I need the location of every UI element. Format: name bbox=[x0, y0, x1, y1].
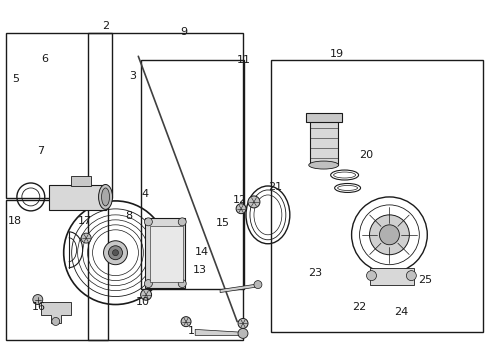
Circle shape bbox=[369, 215, 408, 255]
Text: 22: 22 bbox=[351, 302, 366, 312]
Circle shape bbox=[178, 280, 186, 288]
Bar bbox=[6, 200, 108, 339]
Text: 17: 17 bbox=[78, 216, 92, 226]
Circle shape bbox=[238, 328, 247, 338]
Polygon shape bbox=[369, 268, 413, 285]
Circle shape bbox=[141, 289, 151, 300]
Circle shape bbox=[81, 233, 91, 243]
Text: 13: 13 bbox=[192, 265, 206, 275]
Text: 16: 16 bbox=[32, 302, 46, 312]
Ellipse shape bbox=[102, 188, 109, 206]
Polygon shape bbox=[41, 302, 71, 323]
Text: 21: 21 bbox=[267, 182, 281, 192]
Text: 7: 7 bbox=[37, 146, 44, 156]
Circle shape bbox=[253, 280, 262, 289]
Circle shape bbox=[247, 196, 260, 208]
Polygon shape bbox=[150, 226, 183, 282]
Circle shape bbox=[144, 280, 152, 288]
Polygon shape bbox=[220, 284, 260, 293]
Circle shape bbox=[379, 225, 399, 245]
Text: 24: 24 bbox=[393, 307, 407, 317]
Polygon shape bbox=[71, 176, 90, 186]
Circle shape bbox=[236, 204, 245, 214]
Text: 23: 23 bbox=[307, 268, 322, 278]
Text: 5: 5 bbox=[12, 74, 19, 84]
Bar bbox=[6, 33, 111, 198]
Circle shape bbox=[406, 271, 415, 280]
Circle shape bbox=[103, 241, 127, 265]
Circle shape bbox=[108, 246, 122, 260]
Circle shape bbox=[181, 317, 191, 327]
Polygon shape bbox=[49, 185, 105, 210]
Circle shape bbox=[366, 271, 376, 280]
Bar bbox=[271, 60, 482, 332]
Text: 9: 9 bbox=[180, 27, 187, 37]
Circle shape bbox=[112, 250, 118, 256]
Circle shape bbox=[178, 218, 186, 226]
Text: 1: 1 bbox=[187, 325, 194, 336]
Polygon shape bbox=[195, 329, 244, 336]
Circle shape bbox=[33, 294, 42, 305]
Text: 4: 4 bbox=[141, 189, 148, 199]
Polygon shape bbox=[309, 118, 337, 165]
Bar bbox=[87, 33, 242, 339]
Text: 2: 2 bbox=[102, 21, 109, 31]
Text: 19: 19 bbox=[329, 49, 344, 59]
Circle shape bbox=[52, 318, 60, 325]
Polygon shape bbox=[145, 218, 185, 288]
Ellipse shape bbox=[308, 161, 338, 169]
Text: 15: 15 bbox=[215, 218, 229, 228]
Text: 20: 20 bbox=[359, 150, 372, 160]
Circle shape bbox=[144, 218, 152, 226]
Text: 6: 6 bbox=[41, 54, 48, 64]
Text: 14: 14 bbox=[194, 247, 208, 257]
Text: 12: 12 bbox=[232, 195, 246, 205]
Ellipse shape bbox=[99, 184, 112, 210]
Text: 3: 3 bbox=[129, 71, 136, 81]
Text: 25: 25 bbox=[417, 275, 431, 285]
Bar bbox=[141, 60, 243, 289]
Polygon shape bbox=[305, 113, 341, 122]
Text: 18: 18 bbox=[7, 216, 21, 226]
Text: 10: 10 bbox=[136, 297, 150, 307]
Text: 8: 8 bbox=[125, 211, 132, 221]
Circle shape bbox=[238, 319, 247, 328]
Text: 11: 11 bbox=[236, 55, 250, 65]
